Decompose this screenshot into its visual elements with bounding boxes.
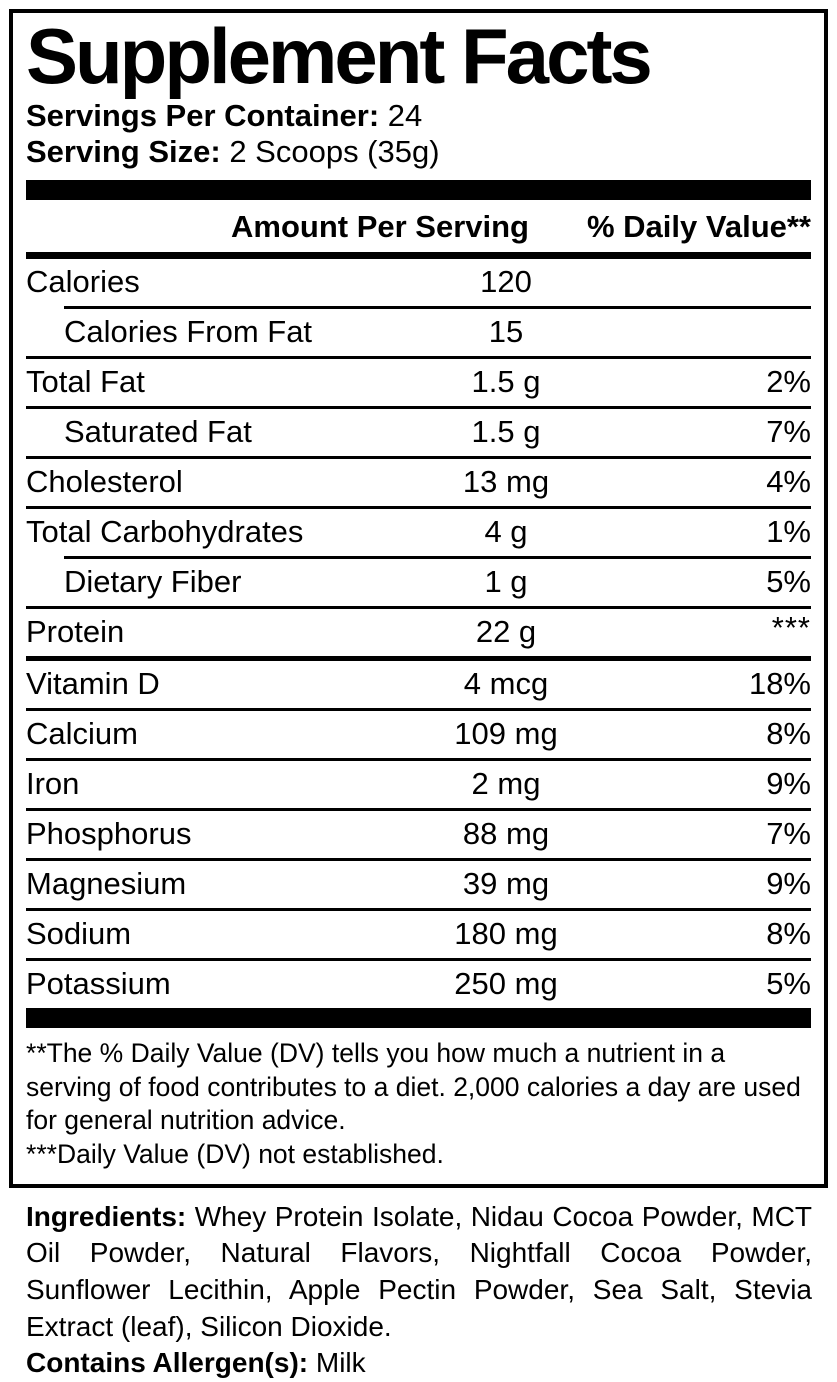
row-divider (26, 907, 811, 911)
table-row-dietary-fiber: Dietary Fiber 1 g 5% (26, 559, 811, 606)
panel-title: Supplement Facts (26, 12, 653, 100)
table-row-sodium: Sodium 180 mg 8% (26, 911, 811, 958)
serving-size-value: 2 Scoops (35g) (229, 134, 440, 170)
nutrient-name: Total Fat (26, 364, 145, 400)
nutrient-amount: 1.5 g (471, 364, 541, 400)
nutrient-amount: 4 g (484, 514, 528, 550)
nutrient-name: Iron (26, 766, 80, 802)
nutrient-amount: 180 mg (454, 916, 558, 952)
table-row-total-carbohydrates: Total Carbohydrates 4 g 1% (26, 509, 811, 556)
table-row-vitamin-d: Vitamin D 4 mcg 18% (26, 661, 811, 708)
nutrient-amount: 22 g (475, 614, 537, 650)
divider-bar-top (26, 179, 811, 200)
supplement-facts-panel: Supplement Facts Servings Per Container:… (9, 9, 828, 1188)
footnotes: **The % Daily Value (DV) tells you how m… (26, 1037, 811, 1172)
header-daily-value: % Daily Value** (586, 208, 811, 244)
nutrient-name: Protein (26, 614, 125, 650)
nutrient-dv: *** (771, 609, 811, 645)
table-row-calories: Calories 120 (26, 259, 811, 306)
nutrient-name: Cholesterol (26, 464, 183, 500)
table-row-total-fat: Total Fat 1.5 g 2% (26, 359, 811, 406)
table-row-phosphorus: Phosphorus 88 mg 7% (26, 811, 811, 858)
header-amount-per-serving: Amount Per Serving (231, 208, 529, 244)
table-row-protein: Protein 22 g *** (26, 609, 811, 656)
table-row-calories-from-fat: Calories From Fat 15 (26, 309, 811, 356)
nutrient-dv: 9% (766, 766, 811, 802)
nutrient-amount: 15 (488, 314, 524, 350)
nutrient-name: Sodium (26, 916, 132, 952)
nutrient-dv: 7% (766, 414, 811, 450)
allergen-value: Milk (315, 1347, 366, 1379)
nutrient-name: Dietary Fiber (64, 564, 242, 600)
nutrient-dv: 8% (766, 916, 811, 952)
table-row-iron: Iron 2 mg 9% (26, 761, 811, 808)
servings-per-container: Servings Per Container: 24 (26, 97, 811, 134)
row-divider (64, 555, 811, 559)
nutrient-name: Phosphorus (26, 816, 192, 852)
row-divider (64, 305, 811, 309)
table-row-potassium: Potassium 250 mg 5% (26, 961, 811, 1008)
nutrient-amount: 1 g (484, 564, 528, 600)
ingredients-paragraph: Ingredients: Whey Protein Isolate, Nidau… (26, 1199, 812, 1346)
nutrient-amount: 39 mg (462, 866, 550, 902)
row-divider (26, 355, 811, 359)
nutrient-name: Potassium (26, 966, 171, 1002)
daily-value-note: **The % Daily Value (DV) tells you how m… (26, 1037, 801, 1136)
nutrient-amount: 4 mcg (463, 666, 549, 702)
servings-per-container-label: Servings Per Container: (26, 97, 380, 133)
nutrient-amount: 13 mg (462, 464, 550, 500)
nutrient-dv: 8% (766, 716, 811, 752)
nutrient-name: Saturated Fat (64, 414, 252, 450)
nutrient-amount: 1.5 g (471, 414, 541, 450)
servings-per-container-value: 24 (387, 97, 423, 133)
divider-bar-bottom (26, 1007, 811, 1028)
nutrient-amount: 88 mg (462, 816, 550, 852)
table-row-calcium: Calcium 109 mg 8% (26, 711, 811, 758)
nutrient-amount: 120 (480, 264, 532, 300)
row-divider (26, 405, 811, 409)
row-divider-thick (26, 655, 811, 661)
nutrient-dv: 2% (766, 364, 811, 400)
row-divider (26, 957, 811, 961)
nutrient-name: Magnesium (26, 866, 187, 902)
nutrient-dv: 18% (748, 666, 811, 702)
row-divider (26, 707, 811, 711)
nutrient-dv: 7% (766, 816, 811, 852)
nutrient-name: Vitamin D (26, 666, 160, 702)
allergen-line: Contains Allergen(s): Milk (26, 1345, 812, 1382)
allergen-label: Contains Allergen(s): (26, 1347, 309, 1379)
row-divider (26, 857, 811, 861)
row-divider (26, 605, 811, 609)
header-rule (26, 251, 811, 259)
nutrient-dv: 4% (766, 464, 811, 500)
nutrient-amount: 109 mg (454, 716, 558, 752)
nutrient-name: Calories From Fat (64, 314, 313, 350)
nutrient-name: Calories (26, 264, 140, 300)
row-divider (26, 455, 811, 459)
nutrient-name: Calcium (26, 716, 138, 752)
ingredients-section: Ingredients: Whey Protein Isolate, Nidau… (26, 1199, 812, 1382)
ingredients-label: Ingredients: (26, 1200, 187, 1232)
not-established-note: ***Daily Value (DV) not established. (26, 1138, 444, 1169)
nutrient-name: Total Carbohydrates (26, 514, 304, 550)
nutrient-amount: 2 mg (471, 766, 541, 802)
table-row-cholesterol: Cholesterol 13 mg 4% (26, 459, 811, 506)
nutrient-dv: 5% (766, 966, 811, 1002)
serving-size: Serving Size: 2 Scoops (35g) (26, 134, 811, 170)
row-divider (26, 807, 811, 811)
row-divider (26, 505, 811, 509)
nutrient-dv: 5% (766, 564, 811, 600)
nutrient-dv: 1% (766, 514, 811, 550)
table-header: Amount Per Serving % Daily Value** (26, 200, 811, 252)
row-divider (26, 757, 811, 761)
serving-size-label: Serving Size: (26, 134, 221, 170)
nutrient-amount: 250 mg (454, 966, 558, 1002)
table-row-magnesium: Magnesium 39 mg 9% (26, 861, 811, 908)
nutrient-dv: 9% (766, 866, 811, 902)
table-row-saturated-fat: Saturated Fat 1.5 g 7% (26, 409, 811, 456)
